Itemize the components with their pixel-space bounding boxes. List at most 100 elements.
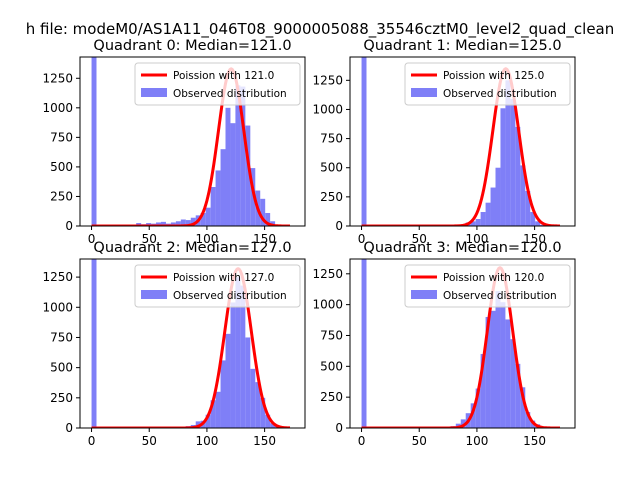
legend-label-observed: Observed distribution bbox=[173, 88, 287, 100]
histogram-bar bbox=[175, 221, 181, 226]
histogram-bar bbox=[475, 219, 481, 226]
histogram-bar bbox=[270, 423, 276, 428]
legend-label-observed: Observed distribution bbox=[443, 88, 557, 100]
y-tick-label: 1000 bbox=[42, 300, 73, 314]
histogram-bar bbox=[265, 414, 271, 428]
histogram-bar bbox=[250, 368, 256, 428]
legend-label-poisson: Poission with 120.0 bbox=[443, 272, 544, 284]
histogram-bar bbox=[225, 107, 231, 226]
figure-suptitle: h file: modeM0/AS1A11_046T08_9000005088_… bbox=[26, 20, 615, 39]
histogram-bar bbox=[265, 213, 271, 226]
histogram-bar bbox=[190, 217, 196, 226]
histogram-bar bbox=[490, 187, 496, 226]
x-tick-label: 100 bbox=[465, 434, 488, 448]
histogram-bar bbox=[240, 86, 246, 226]
x-tick-label: 150 bbox=[523, 434, 546, 448]
histogram-bar bbox=[530, 212, 536, 226]
histogram-bar bbox=[185, 220, 191, 226]
histogram-bar bbox=[235, 277, 241, 428]
histogram-bar bbox=[525, 411, 531, 428]
histogram-bar bbox=[156, 222, 161, 226]
histogram-bar bbox=[485, 202, 491, 226]
legend-label-poisson: Poission with 121.0 bbox=[173, 70, 274, 82]
y-tick-label: 0 bbox=[335, 219, 343, 233]
y-tick-label: 250 bbox=[50, 189, 73, 203]
histogram-bar bbox=[260, 198, 266, 226]
legend-bar-swatch bbox=[411, 88, 437, 97]
legend-label-poisson: Poission with 127.0 bbox=[173, 272, 274, 284]
histogram-bar bbox=[480, 353, 486, 428]
x-tick-label: 100 bbox=[195, 434, 218, 448]
legend-bar-swatch bbox=[411, 290, 437, 299]
histogram-bar bbox=[210, 187, 216, 226]
y-tick-label: 750 bbox=[50, 130, 73, 144]
histogram-bar bbox=[361, 57, 367, 226]
y-tick-label: 250 bbox=[320, 190, 343, 204]
histogram-bar bbox=[250, 168, 256, 226]
x-tick-label: 50 bbox=[142, 232, 157, 246]
subplot-title: Quadrant 2: Median=127.0 bbox=[93, 240, 291, 256]
x-tick-label: 0 bbox=[358, 232, 366, 246]
subplot-title: Quadrant 3: Median=120.0 bbox=[363, 240, 561, 256]
x-tick-label: 50 bbox=[412, 232, 427, 246]
y-tick-label: 0 bbox=[335, 421, 343, 435]
histogram-bar bbox=[495, 291, 501, 428]
y-tick-label: 250 bbox=[50, 391, 73, 405]
histogram-bar bbox=[170, 222, 176, 226]
histogram-bar bbox=[505, 80, 511, 226]
histogram-bar bbox=[91, 259, 97, 428]
histogram-bar bbox=[230, 302, 236, 428]
x-tick-label: 0 bbox=[88, 434, 96, 448]
histogram-bar bbox=[255, 382, 261, 428]
histogram-bar bbox=[485, 316, 491, 428]
histogram-bar bbox=[270, 221, 276, 226]
histogram-bar bbox=[515, 126, 521, 226]
histogram-bar bbox=[525, 191, 531, 226]
x-tick-label: 100 bbox=[195, 232, 218, 246]
histogram-bar bbox=[180, 219, 186, 226]
y-tick-label: 500 bbox=[320, 161, 343, 175]
x-tick-label: 100 bbox=[465, 232, 488, 246]
legend-label-poisson: Poission with 125.0 bbox=[443, 70, 544, 82]
histogram-bar bbox=[470, 403, 476, 428]
histogram-bar bbox=[245, 125, 251, 226]
axes-frame bbox=[349, 56, 576, 227]
y-tick-label: 1250 bbox=[42, 71, 73, 85]
subplot-quadrant-1: 0 50 100 150 0 250 500 750 1000 1250 Quadrant 1: M… bbox=[312, 38, 576, 246]
y-tick-label: 750 bbox=[320, 328, 343, 342]
plot-area bbox=[361, 259, 561, 428]
y-tick-label: 750 bbox=[320, 132, 343, 146]
subplot-title: Quadrant 1: Median=125.0 bbox=[363, 38, 561, 54]
subplot-quadrant-0: 0 50 100 150 0 250 500 750 1000 1250 Quadrant 0: M… bbox=[42, 38, 306, 246]
histogram-bar bbox=[200, 213, 206, 226]
histogram-bar bbox=[520, 387, 526, 428]
y-tick-label: 0 bbox=[65, 219, 73, 233]
legend-box bbox=[134, 264, 301, 308]
subplot-quadrant-3: 0 50 100 150 0 250 500 750 1000 1250 Quadrant 3: M… bbox=[312, 240, 576, 448]
poisson-curve bbox=[361, 266, 561, 428]
y-tick-label: 1250 bbox=[42, 270, 73, 284]
histogram-bar bbox=[361, 259, 367, 428]
legend-box bbox=[134, 62, 301, 106]
histogram-bar bbox=[460, 419, 466, 428]
histogram-bar bbox=[220, 149, 226, 226]
legend-bar-swatch bbox=[141, 88, 167, 97]
histogram-bar bbox=[500, 108, 506, 226]
y-tick-label: 500 bbox=[50, 160, 73, 174]
y-tick-label: 750 bbox=[50, 330, 73, 344]
histogram-bar bbox=[490, 310, 496, 428]
x-tick-label: 50 bbox=[142, 434, 157, 448]
legend-box bbox=[404, 62, 571, 106]
poisson-curve bbox=[91, 67, 291, 226]
legend-label-observed: Observed distribution bbox=[173, 290, 287, 302]
histogram-bar bbox=[500, 302, 506, 428]
axes-frame bbox=[349, 258, 576, 429]
histogram-bar bbox=[510, 98, 516, 226]
histogram-bar bbox=[220, 360, 226, 428]
histogram-bar bbox=[475, 388, 481, 428]
legend-box bbox=[404, 264, 571, 308]
histogram-bar bbox=[205, 414, 211, 428]
histogram-bar bbox=[540, 224, 546, 226]
